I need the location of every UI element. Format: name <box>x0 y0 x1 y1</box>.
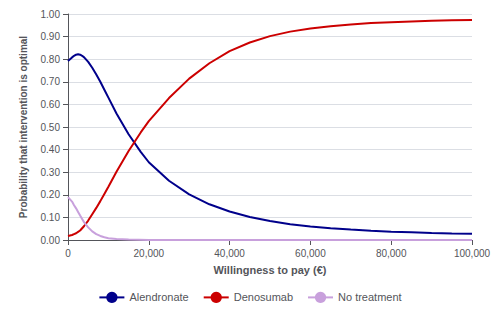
svg-text:0.10: 0.10 <box>41 212 61 223</box>
svg-text:0.70: 0.70 <box>41 76 61 87</box>
svg-text:0.90: 0.90 <box>41 31 61 42</box>
svg-text:60,000: 60,000 <box>295 248 326 259</box>
svg-text:20,000: 20,000 <box>134 248 165 259</box>
svg-text:0.20: 0.20 <box>41 189 61 200</box>
svg-text:1.00: 1.00 <box>41 9 61 20</box>
svg-text:0.00: 0.00 <box>41 235 61 246</box>
svg-text:Denosumab: Denosumab <box>234 291 293 303</box>
svg-text:0: 0 <box>65 248 71 259</box>
svg-text:0.40: 0.40 <box>41 144 61 155</box>
svg-text:80,000: 80,000 <box>376 248 407 259</box>
svg-text:0.80: 0.80 <box>41 54 61 65</box>
svg-text:100,000: 100,000 <box>454 248 491 259</box>
svg-text:0.50: 0.50 <box>41 122 61 133</box>
svg-text:Probability that intervention: Probability that intervention is optimal <box>18 36 29 218</box>
svg-text:0.30: 0.30 <box>41 167 61 178</box>
svg-text:Alendronate: Alendronate <box>129 291 188 303</box>
svg-text:No treatment: No treatment <box>338 291 402 303</box>
svg-text:40,000: 40,000 <box>214 248 245 259</box>
svg-text:0.60: 0.60 <box>41 99 61 110</box>
svg-text:Willingness to pay (€): Willingness to pay (€) <box>214 264 327 276</box>
